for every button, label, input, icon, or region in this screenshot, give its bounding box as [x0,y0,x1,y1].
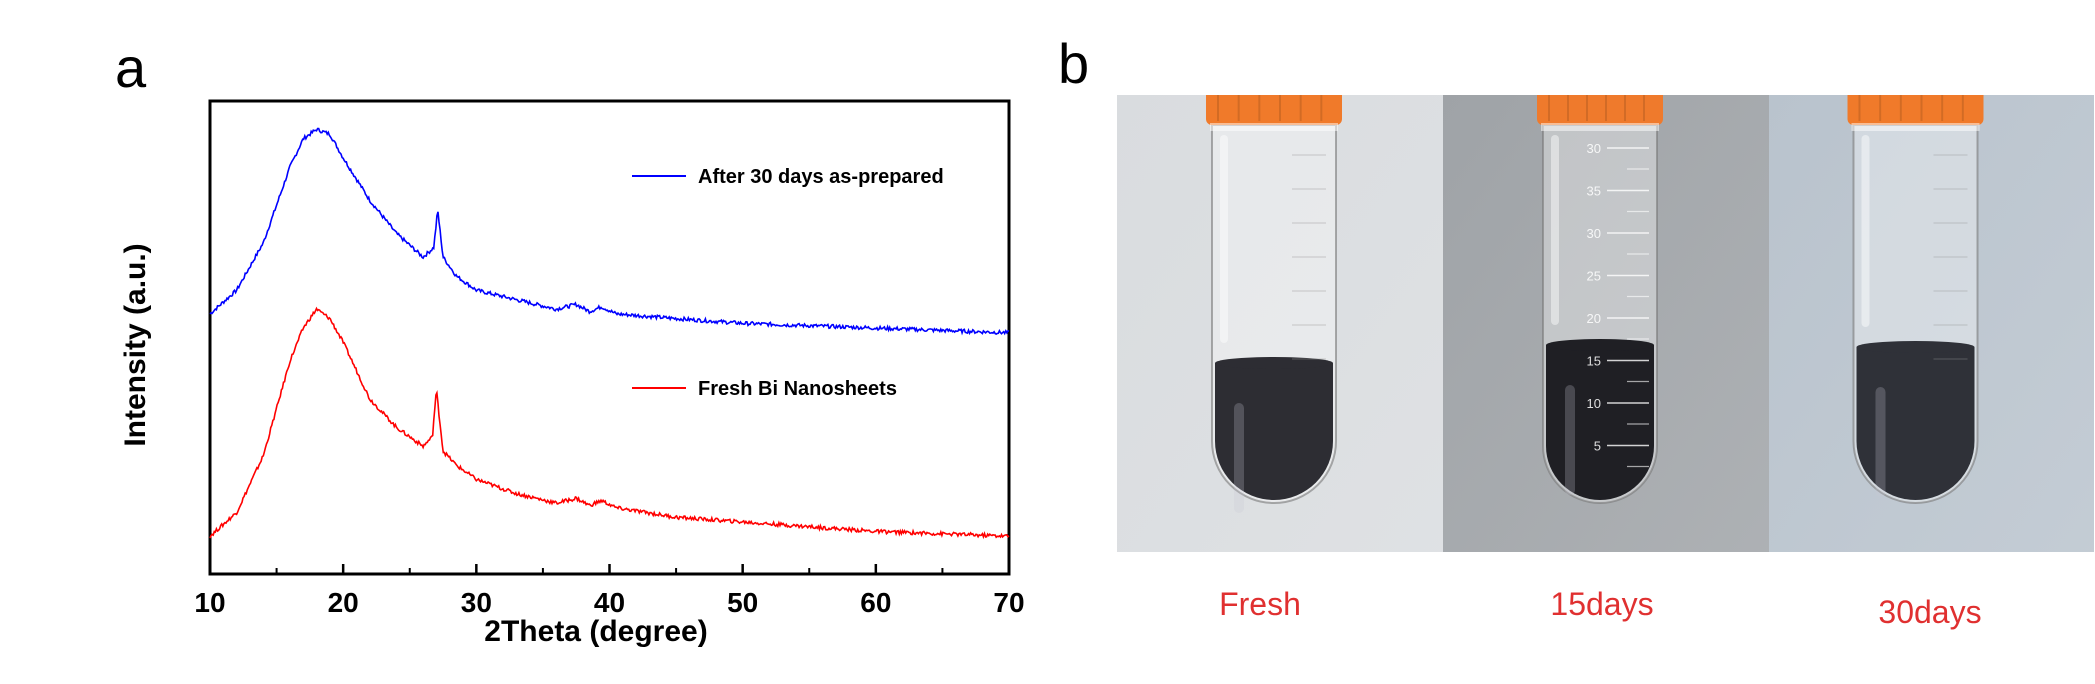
glass-highlight-2 [1861,135,1870,327]
tube-cap-1 [1537,95,1663,125]
legend-label-1: Fresh Bi Nanosheets [698,378,897,400]
tube-cap-2 [1847,95,1984,125]
caption-30days: 30days [1878,594,1982,630]
tube-neck-2 [1851,123,1980,131]
glass-highlight-0 [1220,135,1228,343]
liquid-reflection-2 [1875,387,1886,497]
photo-fresh [1117,95,1443,552]
panel-label-a: a [115,36,147,99]
tube-neck-1 [1541,123,1659,131]
tube-drawing-1: 30 35 30 25 20 15 10 5 [1443,95,1769,552]
legend-label-0: After 30 days as-prepared [698,166,944,188]
tube-liquid-2 [1856,347,1975,500]
x-tick-label-10: 10 [194,587,225,618]
liquid-meniscus-0 [1215,357,1333,369]
photo-30days [1769,95,2094,552]
caption-fresh: Fresh [1219,586,1301,622]
liquid-reflection-0 [1234,403,1244,513]
scale-label-2: 30 [1587,226,1601,241]
x-tick-label-50: 50 [727,587,758,618]
x-tick-label-60: 60 [860,587,891,618]
scale-label-1: 35 [1587,184,1601,199]
scale-label-5: 15 [1587,354,1601,369]
x-tick-label-20: 20 [328,587,359,618]
x-tick-label-70: 70 [993,587,1024,618]
tube-drawing-0 [1117,95,1443,552]
tube-neck-0 [1210,123,1338,131]
series-line-1 [209,306,1010,540]
scale-label-7: 5 [1594,439,1601,454]
liquid-reflection-1 [1565,385,1575,495]
tube-drawing-2 [1769,95,2094,552]
test-tube-photos: 30 35 30 25 20 15 10 5 [1117,95,2094,552]
panel-label-b: b [1058,32,1090,95]
tube-liquid-1 [1546,345,1654,500]
photo-15days: 30 35 30 25 20 15 10 5 [1443,95,1769,552]
liquid-meniscus-2 [1856,341,1975,353]
series-line-0 [209,127,1010,336]
scale-label-0: 30 [1587,141,1601,156]
x-tick-label-40: 40 [594,587,625,618]
scale-label-3: 25 [1587,269,1601,284]
caption-15days: 15days [1550,586,1654,622]
liquid-meniscus-1 [1546,339,1654,351]
tube-cap-0 [1206,95,1342,125]
glass-highlight-1 [1551,135,1559,325]
y-axis-label: Intensity (a.u.) [119,243,152,446]
scale-label-4: 20 [1587,311,1601,326]
scale-label-6: 10 [1587,396,1601,411]
x-axis-label: 2Theta (degree) [484,615,707,648]
tube-liquid-0 [1215,363,1333,500]
xrd-chart: 10 20 30 40 50 60 70 After 30 days as-prepared… [119,99,1025,648]
x-tick-label-30: 30 [461,587,492,618]
